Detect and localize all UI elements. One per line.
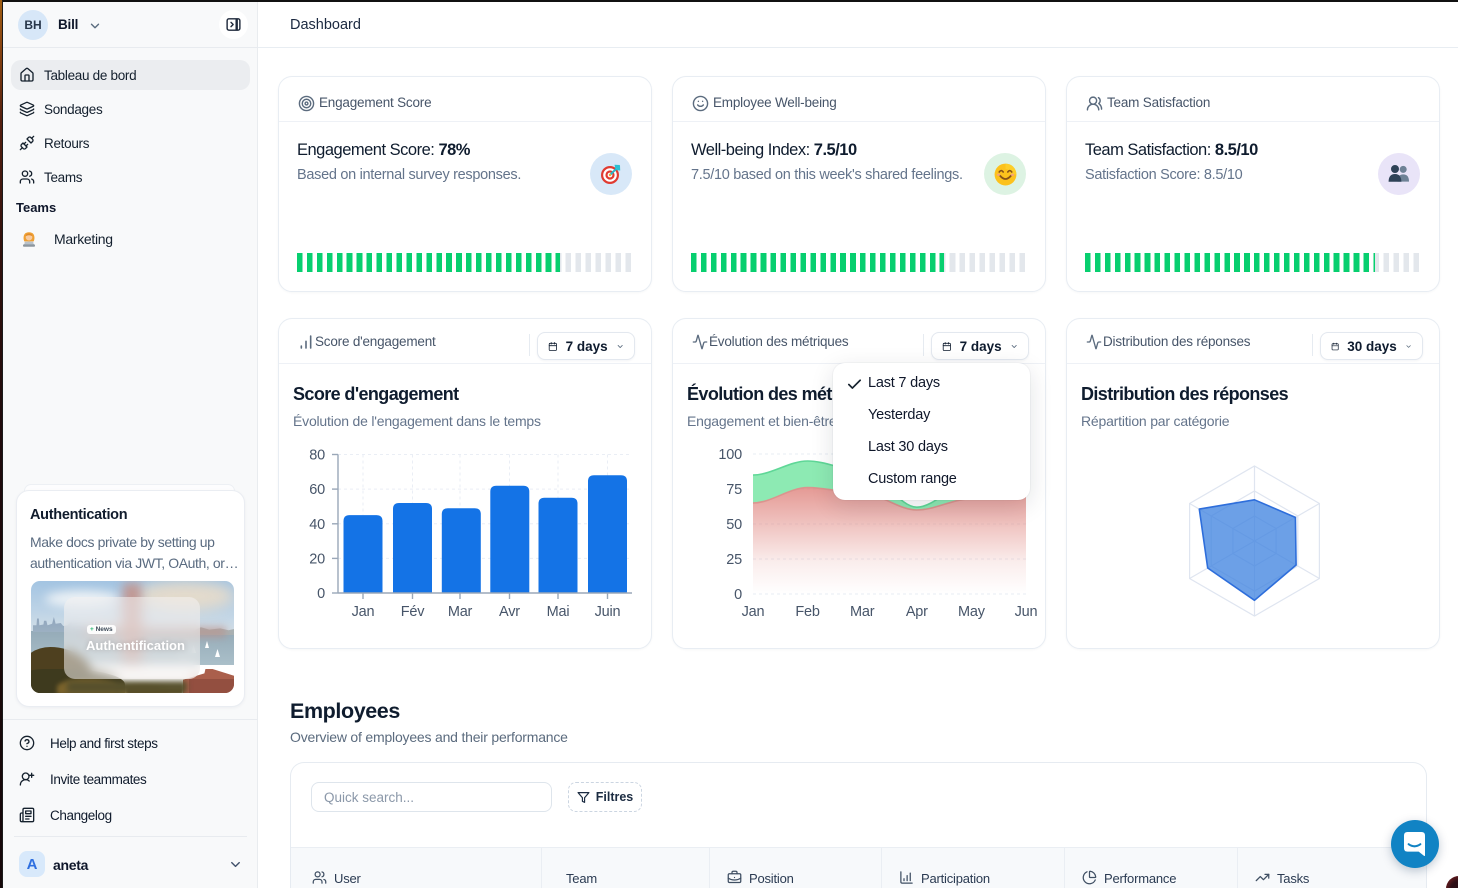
svg-text:20: 20	[309, 551, 325, 567]
svg-text:0: 0	[317, 586, 325, 602]
svg-text:0: 0	[734, 587, 742, 603]
svg-text:25: 25	[726, 552, 742, 568]
svg-text:Avr: Avr	[499, 604, 520, 620]
svg-text:Jan: Jan	[742, 604, 765, 620]
svg-text:Jan: Jan	[352, 604, 375, 620]
svg-text:100: 100	[718, 447, 742, 463]
svg-text:Mar: Mar	[448, 604, 473, 620]
svg-text:Juin: Juin	[595, 604, 621, 620]
svg-text:May: May	[958, 604, 986, 620]
svg-text:Fév: Fév	[401, 604, 426, 620]
svg-text:50: 50	[726, 517, 742, 533]
svg-text:80: 80	[309, 448, 325, 464]
svg-text:Feb: Feb	[795, 604, 820, 620]
svg-text:Jun: Jun	[1015, 604, 1038, 620]
svg-text:75: 75	[726, 482, 742, 498]
svg-text:40: 40	[309, 517, 325, 533]
svg-text:Apr: Apr	[906, 604, 928, 620]
svg-text:Mar: Mar	[850, 604, 875, 620]
svg-text:60: 60	[309, 482, 325, 498]
svg-text:Mai: Mai	[547, 604, 570, 620]
